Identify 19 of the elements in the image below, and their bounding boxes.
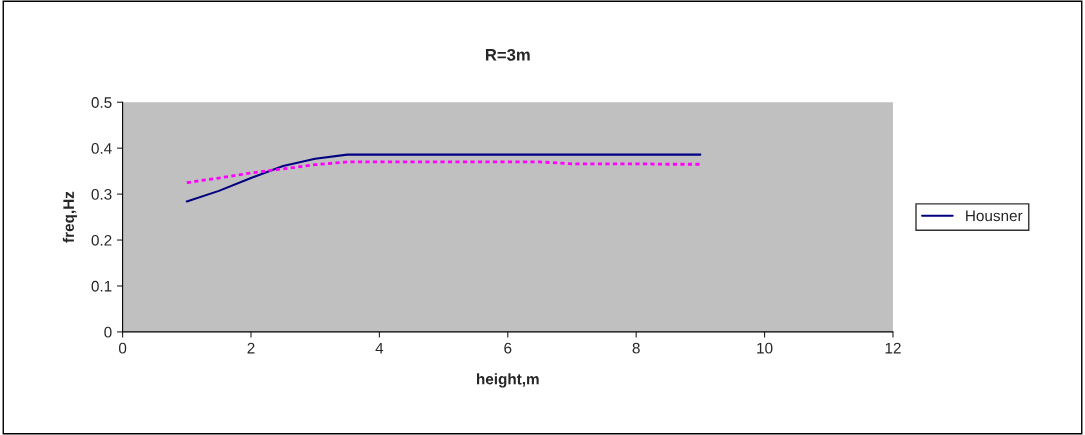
y-axis-title: freq,Hz (62, 191, 78, 243)
legend-label: Housner (966, 210, 1023, 222)
x-tick-label: 12 (885, 342, 901, 354)
line-series (185, 160, 702, 184)
y-tick-label: 0.3 (91, 188, 112, 200)
x-tick-label: 6 (504, 342, 512, 354)
line-series (185, 153, 702, 203)
x-axis-title: height,m (477, 373, 539, 388)
x-tick-label: 4 (375, 342, 384, 354)
y-tick-label: 0.1 (91, 280, 112, 292)
x-tick-label: 0 (118, 342, 127, 354)
y-tick-label: 0.5 (91, 97, 112, 108)
y-tick-label: 0.4 (91, 143, 112, 154)
y-tick-label: 0 (104, 326, 112, 338)
x-tick-label: 10 (757, 342, 773, 354)
x-tick-label: 2 (247, 342, 255, 354)
y-tick-label: 0.2 (91, 234, 112, 246)
chart-title: R=3m (485, 48, 530, 61)
x-tick-label: 8 (632, 342, 640, 354)
